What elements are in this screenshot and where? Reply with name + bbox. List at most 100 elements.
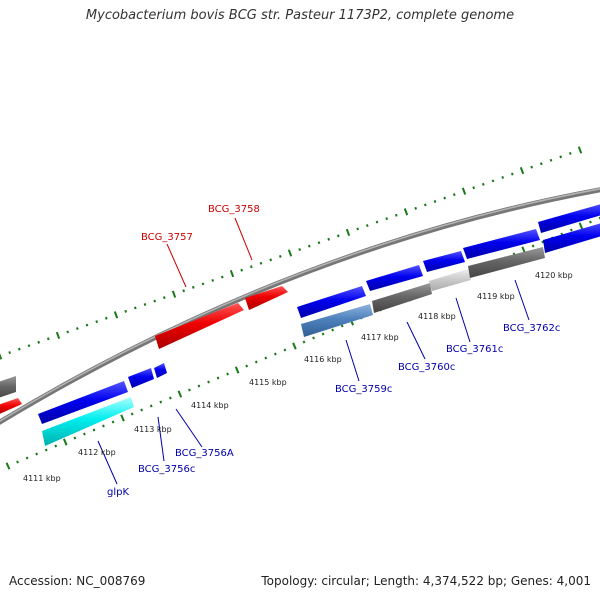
genome-summary-text: Topology: circular; Length: 4,374,522 bp… — [261, 574, 591, 588]
inner-ring-minor-tick — [216, 376, 220, 380]
outer-ring-minor-tick — [559, 155, 563, 159]
outer-ring-minor-tick — [104, 316, 108, 320]
gene-bcg-3760c[interactable] — [372, 283, 432, 313]
gene-right-top[interactable] — [538, 203, 600, 233]
inner-ring-major-tick — [578, 222, 584, 230]
gene-bcg-3756a[interactable] — [154, 363, 167, 378]
inner-ring-minor-tick — [35, 452, 39, 456]
gene-label-glpk[interactable]: glpK — [107, 487, 129, 498]
inner-ring-minor-tick — [16, 460, 19, 464]
gene-label-bcg-3761c[interactable]: BCG_3761c — [446, 344, 503, 355]
outer-ring-minor-tick — [433, 200, 437, 203]
outer-ring-major-tick — [345, 228, 351, 237]
gene-glpk[interactable] — [42, 397, 134, 446]
inner-ring-major-tick — [234, 366, 240, 374]
gene-label-bcg-3759c[interactable]: BCG_3759c — [335, 384, 392, 395]
tick-label-4116: 4116 kbp — [304, 355, 342, 364]
gene-bcg-3761c-top[interactable] — [423, 251, 465, 272]
gene-bcg-3760c-top[interactable] — [366, 265, 423, 291]
outer-ring-minor-tick — [307, 244, 311, 248]
inner-ring-minor-tick — [254, 360, 258, 364]
outer-ring-minor-tick — [133, 306, 137, 310]
inner-ring-major-tick — [5, 462, 11, 470]
inner-ring-minor-tick — [197, 384, 201, 388]
inner-ring-minor-tick — [340, 324, 344, 328]
tick-label-4118: 4118 kbp — [418, 312, 456, 321]
accession-text: Accession: NC_008769 — [9, 574, 146, 588]
gene-label-bcg-3762c[interactable]: BCG_3762c — [503, 323, 560, 334]
gene-bcg-3762c-top[interactable] — [463, 229, 540, 259]
outer-ring-major-tick — [229, 269, 235, 278]
inner-ring-minor-tick — [188, 388, 191, 392]
outer-ring-minor-tick — [211, 278, 215, 282]
outer-ring-minor-tick — [269, 258, 273, 262]
leader-bcg-3760c — [406, 321, 426, 360]
outer-ring-minor-tick — [240, 268, 244, 272]
outer-ring-minor-tick — [259, 261, 263, 265]
genome-backbone — [0, 187, 600, 425]
map-title: Mycobacterium bovis BCG str. Pasteur 117… — [85, 8, 515, 23]
gene-bcg-3757-bar[interactable] — [155, 303, 244, 349]
tick-labels: 4111 kbp 4112 kbp 4113 kbp 4114 kbp 4115… — [23, 271, 573, 483]
outer-ring-minor-tick — [182, 289, 186, 293]
inner-ring-minor-tick — [149, 404, 153, 408]
outer-ring-minor-tick — [317, 241, 321, 245]
inner-ring-minor-tick — [168, 396, 172, 400]
outer-ring-minor-tick — [530, 165, 534, 169]
gene-bcg-3757[interactable] — [0, 376, 16, 399]
leader-glpk — [97, 440, 118, 485]
gene-label-bcg-3756c[interactable]: BCG_3756c — [138, 464, 195, 475]
gene-left-red[interactable] — [0, 398, 22, 416]
gene-label-bcg-3760c[interactable]: BCG_3760c — [398, 362, 455, 373]
outer-ring-minor-tick — [491, 179, 495, 183]
leader-bcg-3758 — [234, 217, 253, 261]
gene-bcg-3761c[interactable] — [429, 269, 471, 291]
outer-ring-minor-tick — [472, 186, 476, 190]
gene-bcg-3759c-top[interactable] — [297, 286, 366, 318]
leader-bcg-3757 — [166, 243, 187, 288]
gene-glpk-top[interactable] — [38, 381, 128, 424]
inner-ring-minor-tick — [140, 408, 144, 412]
inner-ring-minor-tick — [92, 428, 96, 432]
gene-bcg-3762c[interactable] — [468, 247, 545, 278]
outer-ring-minor-tick — [375, 220, 379, 224]
gene-bcg-3758-bar[interactable] — [245, 286, 288, 310]
gene-bcg-3759c[interactable] — [301, 304, 373, 337]
inner-ring-minor-tick — [312, 336, 315, 340]
inner-ring-minor-tick — [226, 372, 230, 376]
tick-label-4113: 4113 kbp — [134, 425, 172, 434]
outer-ring-major-tick — [0, 353, 3, 360]
outer-ring-minor-tick — [443, 196, 447, 200]
outer-ring-major-tick — [461, 187, 467, 195]
inner-ring-minor-tick — [25, 456, 29, 460]
gene-label-bcg-3757[interactable]: BCG_3757 — [141, 232, 193, 243]
outer-ring-minor-tick — [452, 193, 456, 197]
outer-ring-minor-tick — [27, 344, 31, 348]
gene-label-bcg-3756a[interactable]: BCG_3756A — [175, 448, 234, 459]
reverse-gene-track — [38, 203, 600, 446]
inner-ring-minor-tick — [321, 332, 325, 336]
outer-ring-minor-tick — [298, 248, 302, 252]
outer-ring-minor-tick — [153, 299, 157, 303]
inner-ring-major-tick — [120, 414, 125, 422]
outer-ring-minor-tick — [124, 309, 128, 313]
outer-ring-minor-tick — [191, 285, 195, 289]
inner-ring-minor-tick — [541, 240, 545, 244]
inner-ring-minor-tick — [159, 400, 163, 404]
gene-label-bcg-3758[interactable]: BCG_3758 — [208, 204, 260, 215]
gene-bcg-3756c[interactable] — [128, 368, 154, 388]
outer-ring-minor-tick — [249, 265, 253, 269]
gene-right-bottom[interactable] — [543, 222, 600, 253]
outer-ring-minor-tick — [423, 203, 427, 207]
tick-label-4117: 4117 kbp — [361, 333, 399, 342]
tick-label-4111: 4111 kbp — [23, 474, 61, 483]
inner-ring-minor-tick — [54, 444, 58, 448]
inner-ring-minor-tick — [531, 244, 535, 248]
outer-ring-minor-tick — [37, 340, 41, 344]
outer-ring-minor-tick — [394, 213, 398, 217]
inner-tick-ring — [5, 216, 600, 470]
inner-ring-minor-tick — [111, 420, 115, 424]
inner-ring-minor-tick — [73, 436, 77, 440]
outer-ring-minor-tick — [510, 172, 514, 176]
